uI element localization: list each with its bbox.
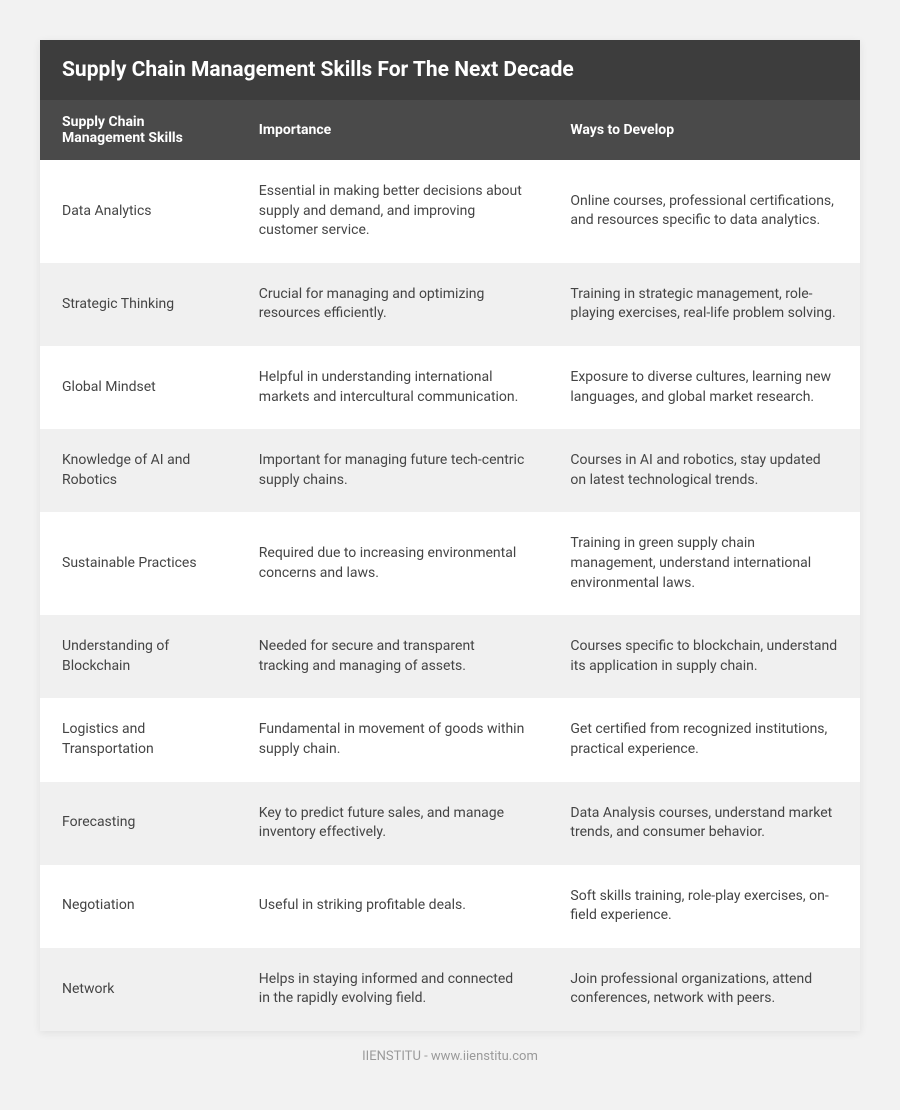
cell-develop: Online courses, professional certificati…	[548, 160, 860, 263]
table-row: Forecasting Key to predict future sales,…	[40, 782, 860, 865]
cell-importance: Essential in making better decisions abo…	[237, 160, 549, 263]
table-row: Global Mindset Helpful in understanding …	[40, 346, 860, 429]
cell-importance: Helps in staying informed and connected …	[237, 948, 549, 1031]
cell-importance: Key to predict future sales, and manage …	[237, 782, 549, 865]
cell-develop: Soft skills training, role-play exercise…	[548, 865, 860, 948]
table-row: Data Analytics Essential in making bette…	[40, 160, 860, 263]
footer-attribution: IIENSTITU - www.iienstitu.com	[40, 1031, 860, 1070]
cell-develop: Courses in AI and robotics, stay updated…	[548, 429, 860, 512]
cell-skill: Knowledge of AI and Robotics	[40, 429, 237, 512]
cell-importance: Important for managing future tech-centr…	[237, 429, 549, 512]
skills-card: Supply Chain Management Skills For The N…	[40, 40, 860, 1031]
cell-develop: Training in strategic management, role-p…	[548, 263, 860, 346]
column-header-develop: Ways to Develop	[548, 100, 860, 160]
table-row: Negotiation Useful in striking profitabl…	[40, 865, 860, 948]
cell-skill: Understanding of Blockchain	[40, 615, 237, 698]
cell-skill: Logistics and Transportation	[40, 698, 237, 781]
cell-importance: Helpful in understanding international m…	[237, 346, 549, 429]
table-row: Network Helps in staying informed and co…	[40, 948, 860, 1031]
table-header: Supply Chain Management Skills Importanc…	[40, 100, 860, 160]
cell-develop: Exposure to diverse cultures, learning n…	[548, 346, 860, 429]
skills-table: Supply Chain Management Skills Importanc…	[40, 100, 860, 1031]
cell-develop: Data Analysis courses, understand market…	[548, 782, 860, 865]
column-header-skill: Supply Chain Management Skills	[40, 100, 237, 160]
cell-importance: Fundamental in movement of goods within …	[237, 698, 549, 781]
card-title: Supply Chain Management Skills For The N…	[40, 40, 860, 100]
cell-develop: Courses specific to blockchain, understa…	[548, 615, 860, 698]
column-header-importance: Importance	[237, 100, 549, 160]
cell-importance: Useful in striking profitable deals.	[237, 865, 549, 948]
table-row: Logistics and Transportation Fundamental…	[40, 698, 860, 781]
cell-develop: Get certified from recognized institutio…	[548, 698, 860, 781]
table-row: Sustainable Practices Required due to in…	[40, 512, 860, 615]
cell-importance: Required due to increasing environmental…	[237, 512, 549, 615]
cell-importance: Crucial for managing and optimizing reso…	[237, 263, 549, 346]
cell-skill: Strategic Thinking	[40, 263, 237, 346]
table-row: Strategic Thinking Crucial for managing …	[40, 263, 860, 346]
table-body: Data Analytics Essential in making bette…	[40, 160, 860, 1031]
cell-skill: Sustainable Practices	[40, 512, 237, 615]
cell-skill: Forecasting	[40, 782, 237, 865]
cell-skill: Global Mindset	[40, 346, 237, 429]
cell-skill: Network	[40, 948, 237, 1031]
cell-develop: Training in green supply chain managemen…	[548, 512, 860, 615]
cell-skill: Negotiation	[40, 865, 237, 948]
cell-develop: Join professional organizations, attend …	[548, 948, 860, 1031]
table-row: Knowledge of AI and Robotics Important f…	[40, 429, 860, 512]
table-row: Understanding of Blockchain Needed for s…	[40, 615, 860, 698]
cell-skill: Data Analytics	[40, 160, 237, 263]
cell-importance: Needed for secure and transparent tracki…	[237, 615, 549, 698]
